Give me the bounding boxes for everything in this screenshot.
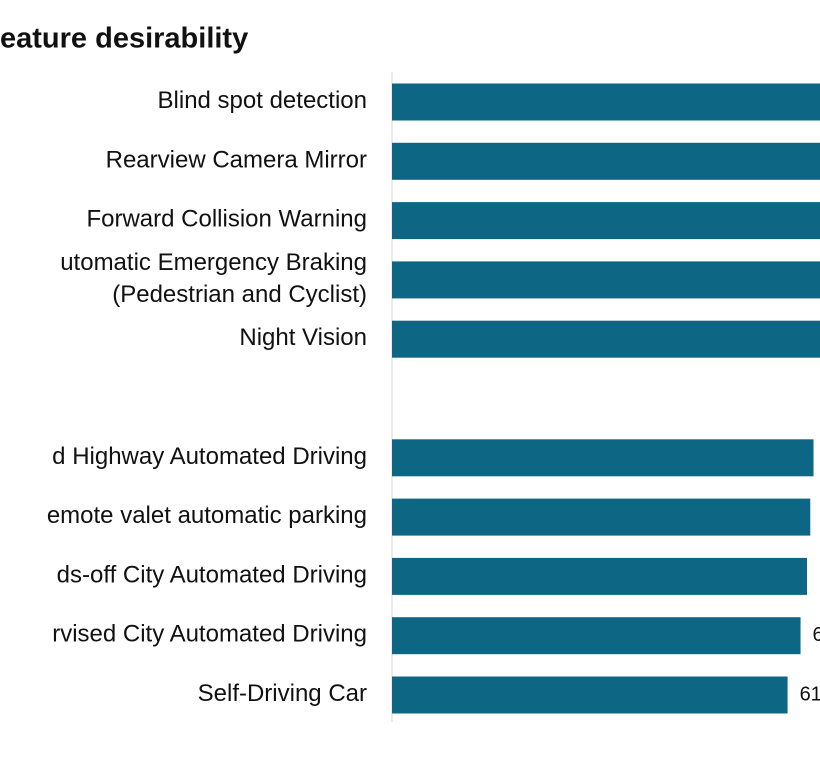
- bar: [392, 142, 820, 180]
- bar: [392, 617, 801, 655]
- y-tick-label: rvised City Automated Driving: [52, 621, 367, 648]
- bar: [392, 498, 811, 536]
- y-tick-label: emote valet automatic parking: [47, 502, 367, 529]
- value-label: 61%: [800, 683, 820, 705]
- bar: [392, 439, 814, 477]
- bar: [392, 83, 820, 121]
- bar: [392, 320, 820, 358]
- bar: [392, 261, 820, 299]
- y-tick-label: Rearview Camera Mirror: [106, 147, 367, 174]
- y-tick-label: d Highway Automated Driving: [52, 443, 367, 470]
- y-tick-label: Night Vision: [239, 325, 367, 352]
- y-tick-label: Forward Collision Warning: [86, 206, 367, 233]
- bar: [392, 202, 820, 240]
- chart-title: eature desirability: [0, 23, 248, 55]
- y-tick-label: Self-Driving Car: [198, 680, 367, 707]
- y-tick-label: utomatic Emergency Braking (Pedestrian an…: [60, 249, 367, 308]
- bar: [392, 676, 788, 714]
- value-label: 63%: [813, 624, 820, 646]
- y-tick-label: ds-off City Automated Driving: [57, 562, 367, 589]
- y-tick-label: Blind spot detection: [158, 87, 367, 114]
- bar: [392, 557, 808, 595]
